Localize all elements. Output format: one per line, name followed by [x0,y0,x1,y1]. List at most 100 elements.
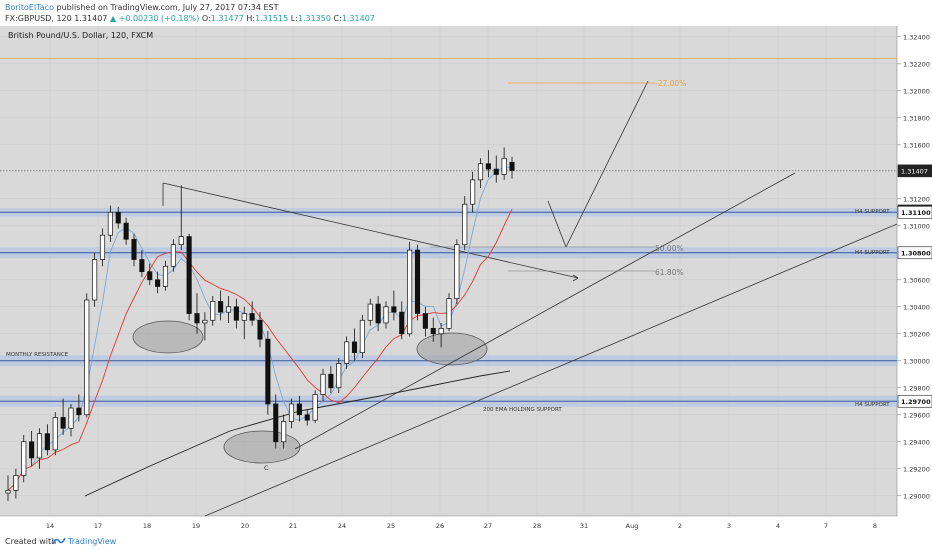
y-tick-label: 1.29400 [903,438,930,446]
candle-body [139,259,145,273]
swing-ellipses [132,320,488,464]
candle-body [304,414,310,421]
candle-body [225,306,232,313]
candle-body [312,394,318,421]
candle-body [375,303,381,324]
candles-layer [5,147,515,502]
price-chart[interactable]: British Pound/U.S. Dollar, 120, FXCM -27… [0,26,932,533]
x-tick-label: 17 [94,522,102,530]
candle-body [501,157,507,175]
publish-line: BoritoElTaco published on TradingView.co… [5,3,279,12]
candle-body [210,301,216,321]
candle-body [131,238,137,260]
close-value: 1.31407 [341,14,375,23]
price-tag-box [897,394,932,408]
ema-label: 200 EMA HOLDING SUPPORT [483,407,562,413]
candle-body [265,338,271,405]
candle-body [52,417,58,451]
price-tag-box [897,246,932,260]
candle-body [367,303,373,321]
candle-body [485,163,491,170]
candle-body [454,244,460,300]
tradingview-brand[interactable]: TradingView [68,537,117,546]
candle-body [147,271,153,281]
candle-body [470,179,476,205]
y-tick-label: 1.32000 [903,87,930,95]
projection-down-leg [547,200,567,248]
candle-body [336,363,342,389]
candle-body [36,433,43,459]
candle-body [241,313,247,321]
candle-body [328,373,334,389]
descending-trendline [162,182,579,279]
candle-body [202,319,208,324]
y-tick-label: 1.30600 [903,276,930,284]
price-tag-label: 1.31100 [901,209,931,217]
x-tick-label: 7 [824,522,828,530]
price-axis-background [897,26,932,533]
ascending-trendline-lower [204,223,898,517]
swing-ellipse [416,332,488,366]
candle-body [123,222,129,240]
candle-body [288,403,295,422]
x-tick-label: Aug [626,522,639,530]
y-tick-label: 1.29800 [903,384,930,392]
price-tag-label: 1.31407 [901,167,928,175]
level-label-h4-1: H4 SUPPORT [855,209,890,215]
x-tick-label: 28 [533,522,541,530]
candle-body [257,319,263,340]
y-tick-label: 1.30200 [903,330,930,338]
swing-ellipse [223,430,301,464]
symbol-label: FX:GBPUSD, 120 [5,14,72,23]
x-tick-label: 4 [776,522,780,530]
candle-body [430,328,436,335]
y-tick-label: 1.30400 [903,303,930,311]
x-tick-label: 3 [727,522,731,530]
x-tick-label: 24 [338,522,346,530]
candle-body [438,328,444,335]
chart-title: British Pound/U.S. Dollar, 120, FXCM [8,31,153,40]
candle-body [273,403,279,443]
fib-618-label: 61.80% [655,268,684,277]
candle-body [170,244,176,267]
low-value: 1.31350 [297,14,331,23]
candle-body [92,259,98,301]
candle-body [218,301,224,313]
close-label: C: [333,14,342,23]
ema-200-line [84,370,511,497]
candle-body [107,211,113,236]
candle-body [351,341,358,354]
arrow-head [572,274,579,279]
candle-body [414,249,421,314]
candle-body [178,236,184,246]
y-tick-label: 1.29600 [903,411,930,419]
candle-body [21,441,27,476]
last-price: 1.31407 [74,14,108,23]
candle-body [162,265,169,287]
time-axis-background [0,516,897,533]
price-tag-label: 1.29700 [901,398,931,406]
plot-background [0,26,897,516]
author-link[interactable]: BoritoElTaco [5,3,54,12]
candle-body [44,433,50,451]
tradingview-logo-icon [52,537,66,545]
x-tick-label: 19 [192,522,200,530]
trend-lines [162,80,898,517]
candle-body [84,299,90,416]
price-tag-label: 1.30800 [901,249,931,257]
candle-body [115,211,121,224]
candle-body [407,249,413,335]
candle-body [344,341,350,364]
candle-body [186,236,192,314]
candle-body [60,417,66,429]
fib-50-label: 50.00% [655,244,684,253]
y-tick-label: 1.30000 [903,357,930,365]
level-label-h4-3: H4 SUPPORT [855,402,890,408]
candle-body [233,306,239,321]
candle-body [29,441,35,459]
y-tick-label: 1.31000 [903,222,930,230]
axis-labels: 1.32400 1.32200 1.32000 1.31800 1.31600 1.312… [46,33,932,530]
x-tick-label: 18 [143,522,151,530]
swing-ellipse [132,320,204,354]
candle-body [99,234,106,260]
